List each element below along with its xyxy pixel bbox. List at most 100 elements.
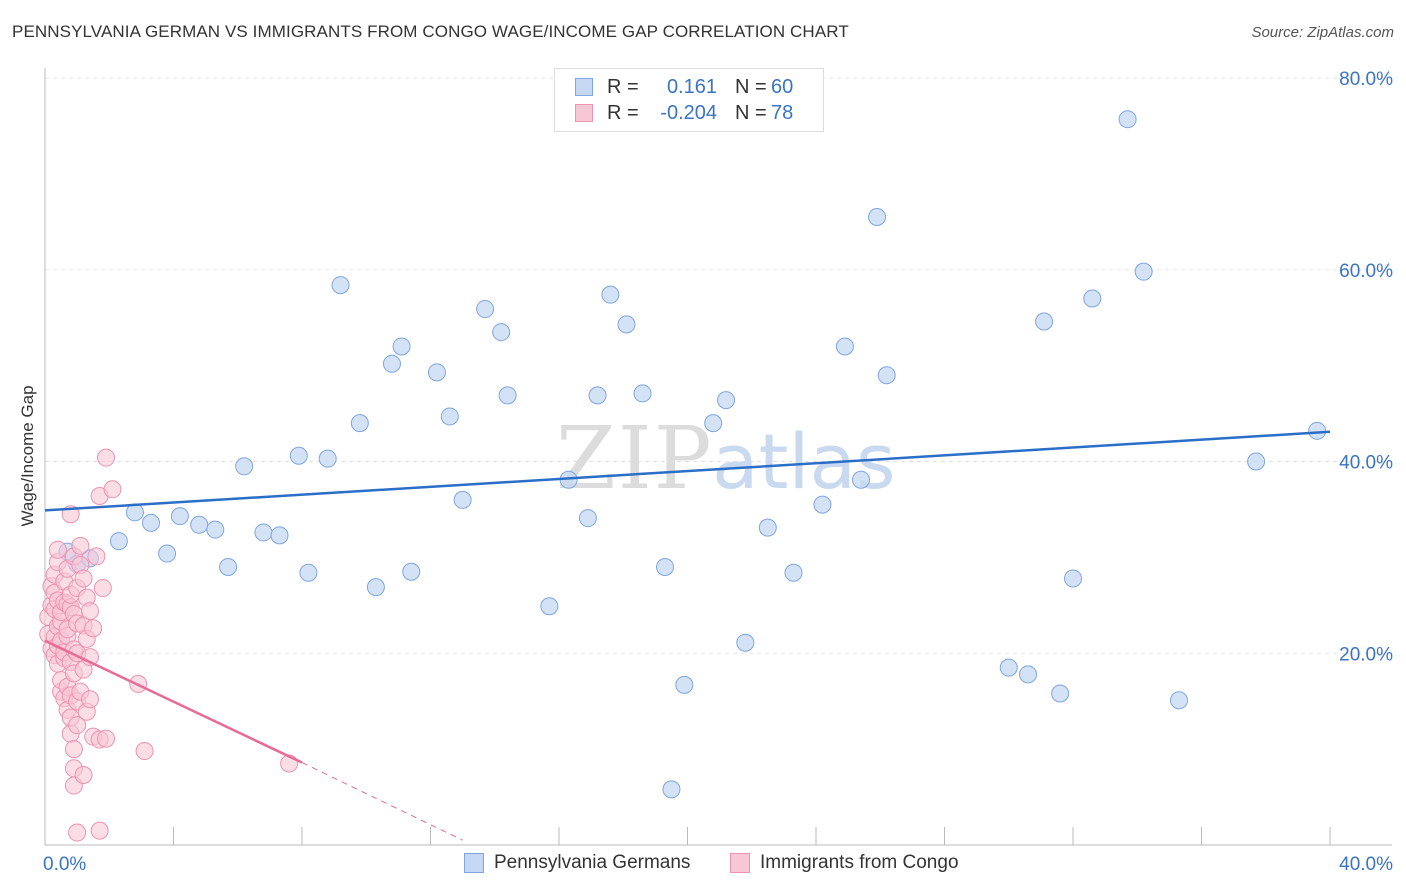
data-point-pennsylvania-germans [158,544,177,563]
data-point-pennsylvania-germans [540,597,559,616]
data-point-pennsylvania-germans [142,513,161,532]
data-point-pennsylvania-germans [662,780,681,799]
data-point-immigrants-from-congo [84,619,103,638]
data-point-pennsylvania-germans [392,337,411,356]
data-point-pennsylvania-germans [736,633,755,652]
data-point-pennsylvania-germans [254,523,273,542]
data-point-immigrants-from-congo [103,480,122,499]
legend-row-congo: R = -0.204 N = 78 [575,101,793,125]
data-point-pennsylvania-germans [851,470,870,489]
x-tick-label: 0.0% [43,854,86,875]
legend-r-value: -0.204 [660,101,717,124]
data-point-pennsylvania-germans [578,509,597,528]
legend-swatch-blue [575,78,593,96]
data-point-pennsylvania-germans [1083,289,1102,308]
data-point-immigrants-from-congo [80,690,99,709]
data-point-pennsylvania-germans [1308,421,1327,440]
data-point-immigrants-from-congo [93,579,112,598]
legend-swatch-blue [464,853,484,873]
data-point-pennsylvania-germans [453,490,472,509]
chart-title: PENNSYLVANIA GERMAN VS IMMIGRANTS FROM C… [12,22,849,41]
data-point-pennsylvania-germans [617,315,636,334]
data-point-immigrants-from-congo [48,540,67,559]
data-point-pennsylvania-germans [440,407,459,426]
legend-r-label: R = [607,101,639,124]
data-point-pennsylvania-germans [331,276,350,295]
data-point-pennsylvania-germans [784,563,803,582]
series-pennsylvania-germans [58,110,1327,799]
watermark-zip: ZIP [556,409,714,509]
data-point-pennsylvania-germans [476,300,495,319]
data-point-pennsylvania-germans [206,520,225,539]
data-point-immigrants-from-congo [74,569,93,588]
data-point-pennsylvania-germans [835,337,854,356]
data-point-pennsylvania-germans [633,384,652,403]
legend-n-label: N = [735,75,767,98]
legend-swatch-pink [730,853,750,873]
trendlines [44,430,1331,841]
data-point-pennsylvania-germans [299,563,318,582]
series-immigrants-from-congo [39,448,299,842]
y-tick-label: 80.0% [1339,69,1393,90]
legend-n-value: 60 [771,75,794,98]
legend-item-immigrants-from-congo: Immigrants from Congo [730,852,959,874]
data-point-pennsylvania-germans [289,446,308,465]
x-tick-label: 40.0% [1339,854,1393,875]
data-point-pennsylvania-germans [350,414,369,433]
data-point-pennsylvania-germans [109,532,128,551]
data-point-pennsylvania-germans [813,495,832,514]
data-point-pennsylvania-germans [588,386,607,405]
data-point-pennsylvania-germans [1170,691,1189,710]
data-point-pennsylvania-germans [877,366,896,385]
trendline-pennsylvania-germans [44,430,1331,512]
legend-row-pennsylvania: R = 0.161 N = 60 [575,75,793,99]
legend-label: Immigrants from Congo [760,852,959,873]
data-point-pennsylvania-germans [219,557,238,576]
data-point-pennsylvania-germans [190,515,209,534]
trendline-immigrants-from-congo [44,639,303,764]
data-point-pennsylvania-germans [1134,262,1153,281]
data-point-pennsylvania-germans [235,457,254,476]
trendline-congo-extension [301,762,463,841]
data-point-pennsylvania-germans [675,675,694,694]
legend-n-label: N = [735,101,767,124]
data-point-pennsylvania-germans [402,562,421,581]
watermark: ZIP atlas [556,409,896,509]
data-point-pennsylvania-germans [868,208,887,227]
data-point-pennsylvania-germans [170,507,189,526]
axes [44,68,1392,846]
y-tick-label: 60.0% [1339,261,1393,282]
grid-lines [45,77,1392,654]
data-point-pennsylvania-germans [1118,110,1137,129]
data-point-immigrants-from-congo [71,536,90,555]
data-point-pennsylvania-germans [704,414,723,433]
data-point-pennsylvania-germans [999,658,1018,677]
y-tick-label: 40.0% [1339,453,1393,474]
legend-swatch-pink [575,104,593,122]
data-point-immigrants-from-congo [68,823,87,842]
legend-label: Pennsylvania Germans [494,852,691,873]
data-point-immigrants-from-congo [87,547,106,566]
data-point-pennsylvania-germans [492,323,511,342]
y-tick-label: 20.0% [1339,644,1393,665]
legend-r-value: 0.161 [666,75,717,98]
legend-n-value: 78 [771,101,794,124]
data-point-pennsylvania-germans [366,578,385,597]
data-point-pennsylvania-germans [427,363,446,382]
data-point-immigrants-from-congo [68,716,87,735]
data-point-pennsylvania-germans [1035,312,1054,331]
data-point-immigrants-from-congo [97,729,116,748]
series-legend: Pennsylvania Germans Immigrants from Con… [0,852,1406,878]
correlation-legend: R = 0.161 N = 60 R = -0.204 N = 78 [554,68,824,132]
data-point-immigrants-from-congo [80,602,99,621]
data-point-pennsylvania-germans [1051,684,1070,703]
data-point-pennsylvania-germans [318,449,337,468]
data-point-immigrants-from-congo [135,742,154,761]
legend-item-pennsylvania-germans: Pennsylvania Germans [464,852,690,874]
data-point-pennsylvania-germans [1247,452,1266,471]
data-point-pennsylvania-germans [656,557,675,576]
data-point-pennsylvania-germans [601,285,620,304]
data-point-immigrants-from-congo [90,821,109,840]
data-point-pennsylvania-germans [270,526,289,545]
source-label: Source: ZipAtlas.com [1251,24,1394,41]
